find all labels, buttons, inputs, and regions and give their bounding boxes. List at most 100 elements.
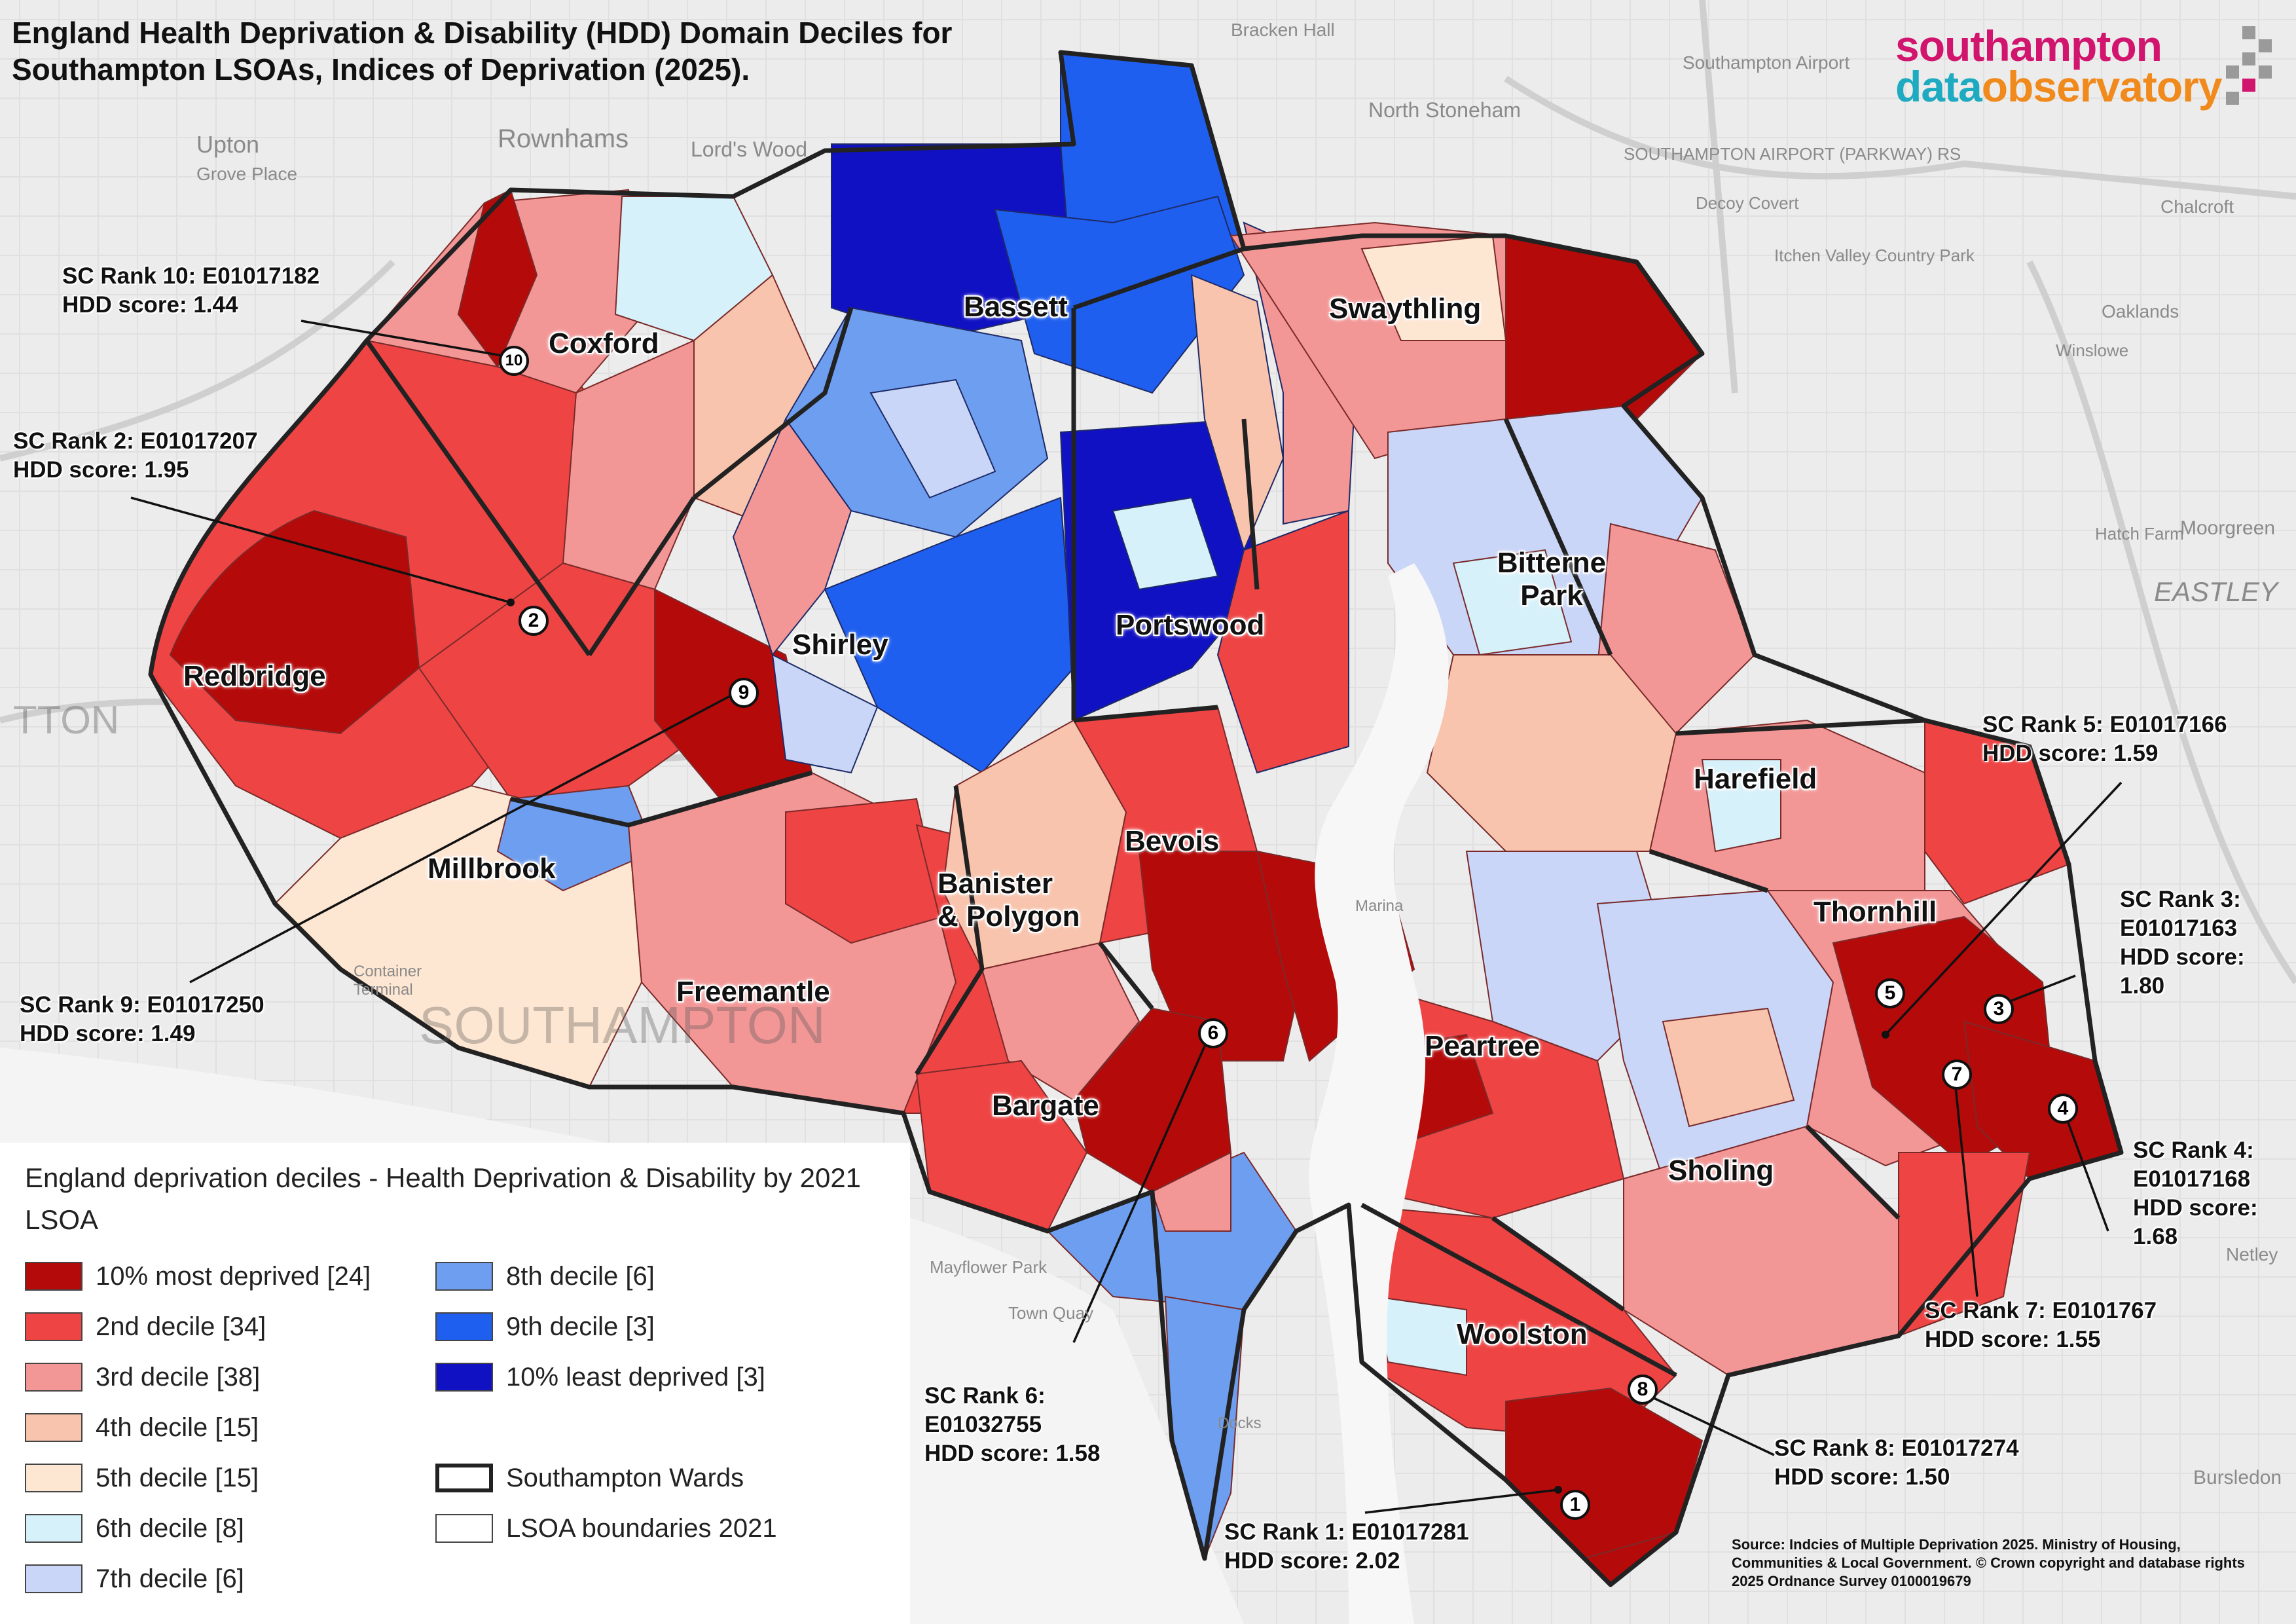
ward-label-harefield: Harefield <box>1694 763 1817 795</box>
legend-swatch <box>25 1262 82 1291</box>
ward-label-bevois: Bevois <box>1125 825 1220 857</box>
ward-label-bassett: Bassett <box>964 291 1068 323</box>
callout-rank-9: SC Rank 9: E01017250 HDD score: 1.49 <box>20 991 264 1048</box>
callout-rank-3-line-1: SC Rank 3: <box>2120 887 2241 912</box>
rank-pin-1[interactable]: 1 <box>1560 1490 1590 1520</box>
callout-rank-2-line-1: SC Rank 2: E01017207 <box>13 428 258 454</box>
legend-item-decile-3: 3rd decile [38] <box>25 1360 260 1394</box>
rank-pin-3-number: 3 <box>1993 998 2005 1020</box>
callout-rank-6: SC Rank 6: E01032755 HDD score: 1.58 <box>924 1382 1100 1468</box>
ward-label-peartree: Peartree <box>1425 1030 1540 1062</box>
rank-pin-5-number: 5 <box>1884 982 1896 1004</box>
legend-item-decile-9: 9th decile [3] <box>435 1310 655 1344</box>
rank-pin-7-number: 7 <box>1951 1063 1963 1085</box>
legend-swatch <box>25 1312 82 1341</box>
legend-item-decile-4: 4th decile [15] <box>25 1411 259 1445</box>
legend-title: England deprivation deciles - Health Dep… <box>25 1162 862 1235</box>
rank-pin-8[interactable]: 8 <box>1628 1375 1658 1405</box>
callout-rank-7-line-2: HDD score: 1.55 <box>1925 1327 2101 1352</box>
rank-pin-6-number: 6 <box>1207 1022 1219 1044</box>
ward-label-coxford: Coxford <box>549 327 659 360</box>
callout-rank-6-line-1: SC Rank 6: <box>924 1383 1046 1409</box>
map-title: England Health Deprivation & Disability … <box>12 16 953 86</box>
legend-swatch <box>25 1413 82 1442</box>
rank-pin-5[interactable]: 5 <box>1875 978 1905 1008</box>
callout-rank-2: SC Rank 2: E01017207 HDD score: 1.95 <box>13 427 258 485</box>
rank-pin-2-number: 2 <box>528 610 539 631</box>
rank-pin-2[interactable]: 2 <box>519 606 549 636</box>
logo-line-2: dataobservatory <box>1895 62 2223 111</box>
legend-label: 10% least deprived [3] <box>506 1362 765 1392</box>
bitterne-park-text: Bitterne Park <box>1497 547 1607 612</box>
callout-rank-3-line-3: HDD score: <box>2120 944 2245 970</box>
legend-item-decile-6: 6th decile [8] <box>25 1511 244 1545</box>
legend-label: 9th decile [3] <box>506 1312 655 1341</box>
legend-item-decile-2: 2nd decile [34] <box>25 1310 266 1344</box>
callout-rank-9-line-2: HDD score: 1.49 <box>20 1021 196 1046</box>
ward-label-swaythling: Swaythling <box>1329 293 1482 325</box>
legend-item-lsoa: LSOA boundaries 2021 <box>435 1511 777 1545</box>
callout-rank-6-line-3: HDD score: 1.58 <box>924 1441 1101 1466</box>
rank-pin-9[interactable]: 9 <box>729 678 759 708</box>
map-legend: England deprivation deciles - Health Dep… <box>0 1143 910 1624</box>
ward-label-freemantle: Freemantle <box>676 976 830 1008</box>
callout-rank-2-line-2: HDD score: 1.95 <box>13 457 189 483</box>
callout-rank-4-line-4: 1.68 <box>2133 1224 2178 1249</box>
callout-rank-7: SC Rank 7: E0101767 HDD score: 1.55 <box>1925 1297 2157 1354</box>
callout-rank-5-line-1: SC Rank 5: E01017166 <box>1982 712 2227 737</box>
callout-rank-4-line-3: HDD score: <box>2133 1195 2258 1221</box>
legend-swatch <box>25 1363 82 1392</box>
ward-label-millbrook: Millbrook <box>428 853 556 885</box>
callout-rank-3-line-2: E01017163 <box>2120 915 2238 941</box>
legend-label: 6th decile [8] <box>96 1513 244 1543</box>
legend-label: 2nd decile [34] <box>96 1312 266 1341</box>
ward-label-woolston: Woolston <box>1457 1318 1588 1350</box>
callout-rank-10-line-1: SC Rank 10: E01017182 <box>62 263 320 289</box>
callout-rank-6-line-2: E01032755 <box>924 1412 1042 1437</box>
legend-label: 5th decile [15] <box>96 1463 259 1492</box>
rank-pin-8-number: 8 <box>1637 1378 1649 1400</box>
rank-pin-6[interactable]: 6 <box>1198 1018 1228 1048</box>
legend-item-decile-5: 5th decile [15] <box>25 1461 259 1495</box>
legend-label: 10% most deprived [24] <box>96 1261 371 1291</box>
logo-line-1: southampton <box>1895 22 2162 70</box>
rank-pin-4-number: 4 <box>2057 1098 2069 1119</box>
legend-swatch <box>25 1564 82 1593</box>
river-itchen <box>1309 563 1449 1624</box>
callout-rank-10-line-2: HDD score: 1.44 <box>62 292 238 318</box>
legend-item-decile-1: 10% most deprived [24] <box>25 1259 371 1293</box>
callout-rank-5: SC Rank 5: E01017166 HDD score: 1.59 <box>1982 710 2227 768</box>
callout-rank-4-line-1: SC Rank 4: <box>2133 1137 2254 1163</box>
ward-label-thornhill: Thornhill <box>1813 896 1937 928</box>
callout-rank-4-line-2: E01017168 <box>2133 1166 2251 1192</box>
callout-rank-5-line-2: HDD score: 1.59 <box>1982 741 2159 766</box>
rank-pin-10[interactable]: 10 <box>499 346 529 376</box>
legend-label: LSOA boundaries 2021 <box>506 1513 777 1543</box>
legend-swatch <box>435 1262 493 1291</box>
ward-label-sholing: Sholing <box>1668 1154 1774 1187</box>
legend-item-decile-7: 7th decile [6] <box>25 1562 244 1596</box>
legend-label: 4th decile [15] <box>96 1412 259 1442</box>
callout-rank-3: SC Rank 3: E01017163 HDD score: 1.80 <box>2120 885 2245 1001</box>
callout-rank-9-line-1: SC Rank 9: E01017250 <box>20 992 264 1018</box>
rank-pin-1-number: 1 <box>1569 1494 1581 1515</box>
rank-pin-10-number: 10 <box>505 352 523 369</box>
logo-word-data: data <box>1895 62 1982 111</box>
legend-item-decile-10: 10% least deprived [3] <box>435 1360 765 1394</box>
legend-item-decile-8: 8th decile [6] <box>435 1259 655 1293</box>
rank-pin-7[interactable]: 7 <box>1942 1060 1972 1090</box>
rank-pin-3[interactable]: 3 <box>1984 994 2014 1024</box>
legend-item-wards: Southampton Wards <box>435 1461 744 1495</box>
legend-swatch-ward <box>435 1464 493 1492</box>
callout-rank-1-line-2: HDD score: 2.02 <box>1224 1548 1400 1574</box>
banister-polygon-text: Banister & Polygon <box>938 868 1080 932</box>
legend-swatch <box>25 1514 82 1543</box>
legend-swatch <box>435 1312 493 1341</box>
callout-rank-1-line-1: SC Rank 1: E01017281 <box>1224 1519 1469 1545</box>
callout-rank-10: SC Rank 10: E01017182 HDD score: 1.44 <box>62 262 319 320</box>
southampton-data-observatory-logo: southampton dataobservatory <box>1895 21 2272 113</box>
callout-rank-8: SC Rank 8: E01017274 HDD score: 1.50 <box>1774 1434 2019 1492</box>
ward-label-redbridge: Redbridge <box>183 660 326 692</box>
rank-pin-4[interactable]: 4 <box>2048 1094 2078 1124</box>
